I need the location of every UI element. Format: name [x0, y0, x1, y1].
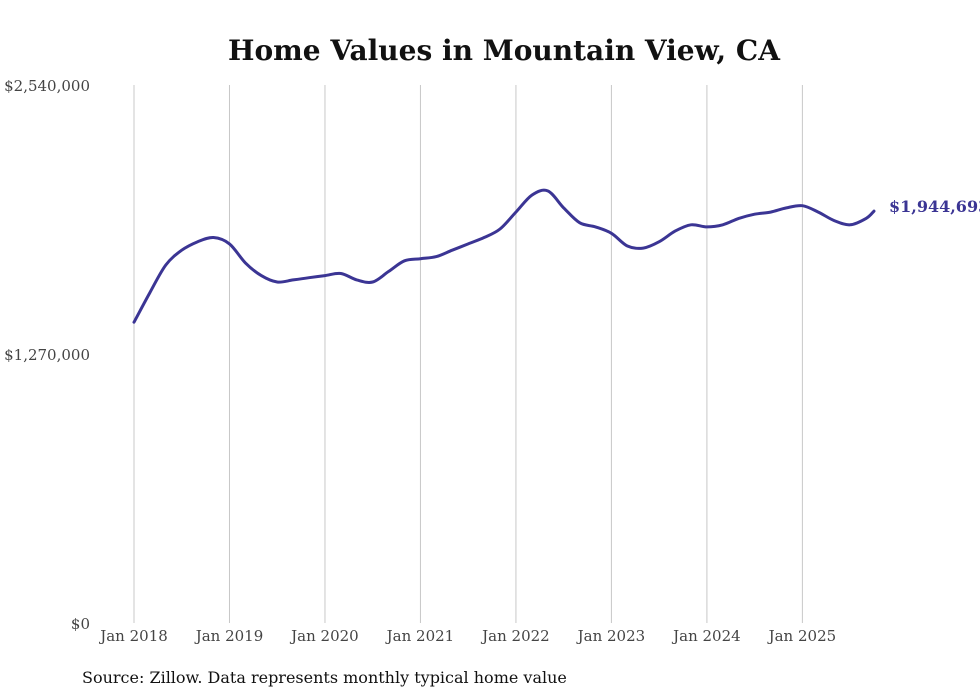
- chart-title: Home Values in Mountain View, CA: [228, 34, 781, 67]
- x-axis-ticks: Jan 2018 Jan 2019 Jan 2020 Jan 2021 Jan 2022…: [98, 627, 836, 645]
- y-tick-label: $2,540,000: [4, 77, 90, 95]
- source-note: Source: Zillow. Data represents monthly …: [82, 668, 567, 687]
- series-line: [132, 188, 876, 324]
- x-tick-label: Jan 2021: [385, 627, 455, 645]
- x-tick-label: Jan 2024: [671, 627, 741, 645]
- home-values-chart: Home Values in Mountain View, CA $0 $1,27…: [4, 34, 980, 645]
- x-tick-label: Jan 2020: [289, 627, 359, 645]
- x-tick-label: Jan 2018: [98, 627, 168, 645]
- x-tick-label: Jan 2022: [480, 627, 550, 645]
- end-value-label: $1,944,693: [889, 197, 980, 216]
- y-axis-ticks: $0 $1,270,000 $2,540,000: [4, 77, 90, 633]
- x-tick-label: Jan 2025: [767, 627, 837, 645]
- y-tick-label: $1,270,000: [4, 346, 90, 364]
- gridlines: [133, 85, 803, 623]
- y-tick-label: $0: [71, 615, 90, 633]
- x-tick-label: Jan 2023: [576, 627, 646, 645]
- series-line-layer: [132, 188, 876, 324]
- x-tick-label: Jan 2019: [194, 627, 264, 645]
